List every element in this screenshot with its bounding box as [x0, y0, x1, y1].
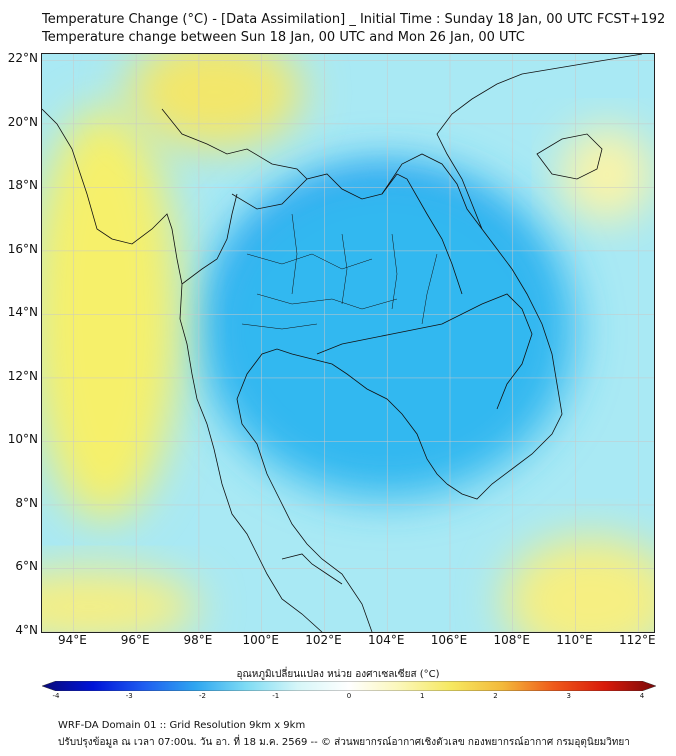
colorbar-tick-label: 4 [639, 692, 645, 700]
coastline-indochina [436, 54, 643, 500]
graticule [42, 54, 654, 632]
lon-label: 108°E [493, 633, 531, 647]
lat-label: 10°N [7, 432, 38, 447]
lat-label: 14°N [7, 305, 38, 320]
colorbar-tick-label: 1 [420, 692, 425, 700]
border-thai-laos [231, 173, 463, 295]
border-thai-myanmar [181, 193, 238, 285]
border-laos-vietnam [381, 153, 483, 230]
lat-label: 20°N [7, 114, 38, 129]
colorbar-tick-label: -1 [272, 692, 280, 700]
title-line-1: Temperature Change (°C) - [Data Assimila… [42, 12, 666, 27]
lat-label: 4°N [15, 623, 38, 637]
lon-label: 96°E [120, 633, 150, 647]
lon-label: 104°E [367, 633, 405, 647]
lon-label: 100°E [242, 633, 279, 647]
title-line-2: Temperature change between Sun 18 Jan, 0… [42, 30, 525, 45]
colorbar-tick-label: 2 [493, 692, 498, 700]
border-myanmar-china [161, 108, 308, 180]
colorbar [42, 681, 656, 691]
footer-line-2: ปรับปรุงข้อมูล ณ เวลา 07:00น. วัน อา. ที… [58, 737, 630, 748]
field-patch [42, 568, 199, 632]
thai-provinces [241, 213, 438, 330]
field-patch [559, 127, 654, 223]
colorbar-tick-label: -2 [199, 692, 206, 700]
map-panel[interactable] [41, 53, 655, 633]
field-patch [126, 54, 303, 150]
lon-label: 106°E [430, 633, 468, 647]
colorbar-tick-label: -3 [125, 692, 133, 700]
coastline-hainan [536, 133, 603, 180]
colorbar-tick-label: 3 [566, 692, 571, 700]
colorbar-tick-label: -4 [52, 692, 60, 700]
field-patch [503, 536, 654, 632]
footer-line-1: WRF-DA Domain 01 :: Grid Resolution 9km … [58, 720, 306, 731]
colorbar-title: อุณหภูมิเปลี่ยนแปลง หน่วย องศาเซลเซียส (… [236, 669, 440, 680]
border-thai-cambodia [316, 293, 533, 410]
lon-label: 110°E [556, 633, 593, 647]
lat-label: 6°N [15, 559, 38, 574]
lat-label: 18°N [7, 178, 38, 193]
coastline-gulf [236, 348, 448, 632]
lat-label: 16°N [7, 241, 38, 256]
coastline-andaman [42, 108, 323, 632]
lon-label: 112°E [619, 633, 656, 647]
border-thai-malaysia [281, 553, 343, 585]
lon-label: 98°E [183, 633, 213, 647]
colorbar-tick-label: 0 [346, 692, 352, 700]
lon-label: 94°E [57, 633, 87, 647]
lat-label: 12°N [7, 368, 38, 383]
colorbar-bar [42, 681, 656, 691]
lon-label: 102°E [305, 633, 342, 647]
lat-label: 22°N [7, 51, 38, 66]
map-canvas[interactable] [42, 54, 654, 632]
lat-label: 8°N [15, 495, 38, 510]
coastlines-and-borders [42, 54, 643, 632]
